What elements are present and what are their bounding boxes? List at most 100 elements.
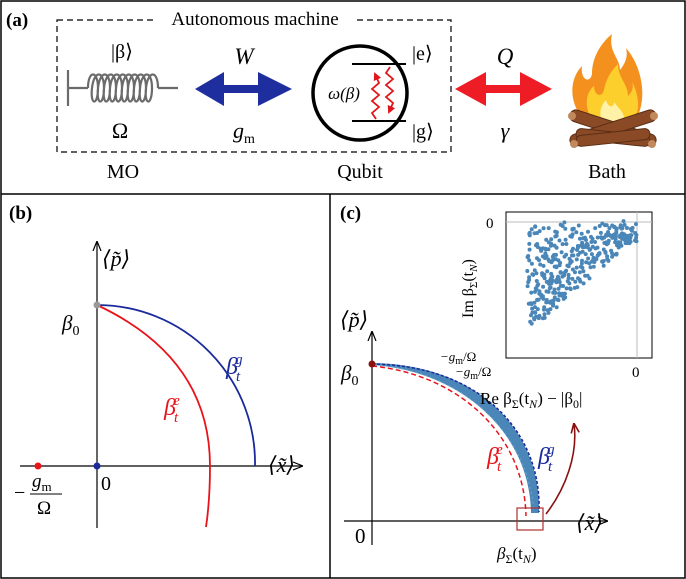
panel-c: (c) ⟨p̃⟩ ⟨x̃⟩ 0 β0 βΣ(tN) βte βtg 0 0 −g… bbox=[340, 203, 653, 566]
inset-point bbox=[610, 251, 614, 256]
inset-point bbox=[580, 265, 585, 270]
inset-point bbox=[604, 241, 609, 246]
inset-point bbox=[542, 305, 547, 310]
inset-point bbox=[558, 270, 563, 275]
inset-point bbox=[546, 310, 551, 315]
inset-point bbox=[568, 234, 573, 239]
inset-point bbox=[586, 256, 591, 261]
inset-point bbox=[564, 242, 569, 246]
mo-state: |β⟩ bbox=[111, 41, 133, 63]
inset-point bbox=[544, 237, 549, 242]
inset-point bbox=[544, 300, 549, 305]
inset-point bbox=[563, 295, 568, 300]
inset-point bbox=[552, 287, 557, 292]
panel-c-origin-label: 0 bbox=[355, 524, 366, 548]
inset-point bbox=[590, 236, 595, 241]
panel-b-y-axis-label: ⟨p̃⟩ bbox=[102, 246, 130, 271]
panel-b-curve-excited-label: βte bbox=[163, 393, 180, 426]
machine-label-bg bbox=[153, 8, 357, 30]
inset-point bbox=[588, 265, 593, 270]
inset-point bbox=[578, 279, 583, 284]
inset-point bbox=[605, 254, 610, 259]
inset-point bbox=[548, 307, 553, 312]
inset-point bbox=[534, 279, 539, 283]
inset-point bbox=[537, 258, 541, 263]
inset-point bbox=[553, 234, 558, 239]
inset-point bbox=[572, 285, 577, 290]
inset-point bbox=[574, 265, 579, 270]
panel-b-beta0-dot bbox=[93, 301, 101, 309]
inset-point bbox=[627, 241, 632, 246]
panel-b-curve-ground-label: βtg bbox=[225, 352, 243, 385]
inset-point bbox=[585, 273, 590, 278]
qubit-frequency: ω(β) bbox=[328, 84, 360, 103]
inset-point bbox=[602, 235, 607, 240]
inset-point bbox=[546, 257, 551, 262]
inset-point bbox=[600, 221, 605, 226]
inset-point bbox=[597, 224, 602, 228]
inset-point bbox=[563, 226, 568, 231]
inset-point bbox=[563, 237, 568, 242]
panel-c-curve-excited-label: βte bbox=[486, 442, 503, 475]
inset-point bbox=[542, 312, 547, 317]
inset-point bbox=[579, 231, 584, 236]
inset-point bbox=[634, 239, 639, 244]
machine-label: Autonomous machine bbox=[171, 9, 338, 30]
panel-b-offset-denominator: Ω bbox=[37, 498, 51, 519]
inset-point bbox=[541, 263, 546, 268]
inset-point bbox=[557, 238, 562, 243]
inset-point bbox=[543, 251, 548, 256]
inset-point bbox=[589, 240, 594, 244]
inset-point bbox=[570, 267, 575, 272]
inset-point bbox=[612, 232, 617, 237]
inset-point bbox=[571, 253, 576, 258]
mo-label: MO bbox=[107, 161, 139, 183]
inset-point bbox=[574, 257, 579, 262]
inset-point bbox=[625, 226, 629, 230]
mo-frequency: Ω bbox=[112, 118, 128, 143]
inset-point bbox=[600, 259, 605, 264]
panel-b-offset-dot bbox=[34, 462, 42, 470]
inset-point bbox=[564, 268, 569, 273]
campfire-icon bbox=[568, 34, 658, 148]
inset-point bbox=[527, 241, 532, 246]
panel-c-beta0-label: β0 bbox=[340, 361, 358, 389]
inset-point bbox=[538, 262, 543, 267]
panel-c-x-axis-label: ⟨x̃⟩ bbox=[576, 510, 603, 535]
inset-point bbox=[558, 283, 563, 288]
panel-b-x-axis-label: ⟨x̃⟩ bbox=[268, 452, 295, 477]
inset-point bbox=[597, 251, 602, 256]
inset-point bbox=[535, 245, 540, 249]
inset-point bbox=[543, 247, 548, 252]
inset-y-tick-top: 0 bbox=[486, 216, 494, 232]
inset-point bbox=[533, 224, 538, 229]
inset-point bbox=[529, 261, 534, 266]
machine-dashed-box bbox=[56, 19, 452, 153]
heat-symbol: Q bbox=[497, 44, 514, 69]
panel-b-curve-ground bbox=[96, 304, 256, 467]
inset-point bbox=[551, 290, 556, 295]
panel-b-curve-excited bbox=[96, 304, 211, 528]
panel-c-band-texture bbox=[375, 364, 535, 513]
bath-label: Bath bbox=[588, 161, 626, 183]
inset-point bbox=[530, 272, 535, 277]
inset-point bbox=[619, 243, 624, 248]
inset-point bbox=[553, 257, 558, 262]
inset-point bbox=[578, 250, 582, 255]
inset-point bbox=[614, 226, 619, 231]
inset-point bbox=[564, 252, 569, 257]
inset-point bbox=[627, 233, 632, 238]
inset-point bbox=[585, 243, 590, 248]
inset-point bbox=[610, 254, 615, 259]
inset-point bbox=[623, 239, 628, 244]
inset-point bbox=[550, 274, 555, 279]
inset-x-tick-right: 0 bbox=[632, 365, 640, 381]
inset-scatter-points bbox=[525, 219, 639, 326]
inset-point bbox=[622, 234, 627, 238]
inset-point bbox=[570, 276, 575, 281]
panel-b-beta0-label: β0 bbox=[61, 311, 79, 339]
inset-point bbox=[549, 260, 554, 265]
inset-point bbox=[549, 241, 554, 246]
inset-y-axis-label: Im βΣ(tN) bbox=[460, 259, 480, 318]
qubit-excited-state: |e⟩ bbox=[412, 43, 433, 65]
